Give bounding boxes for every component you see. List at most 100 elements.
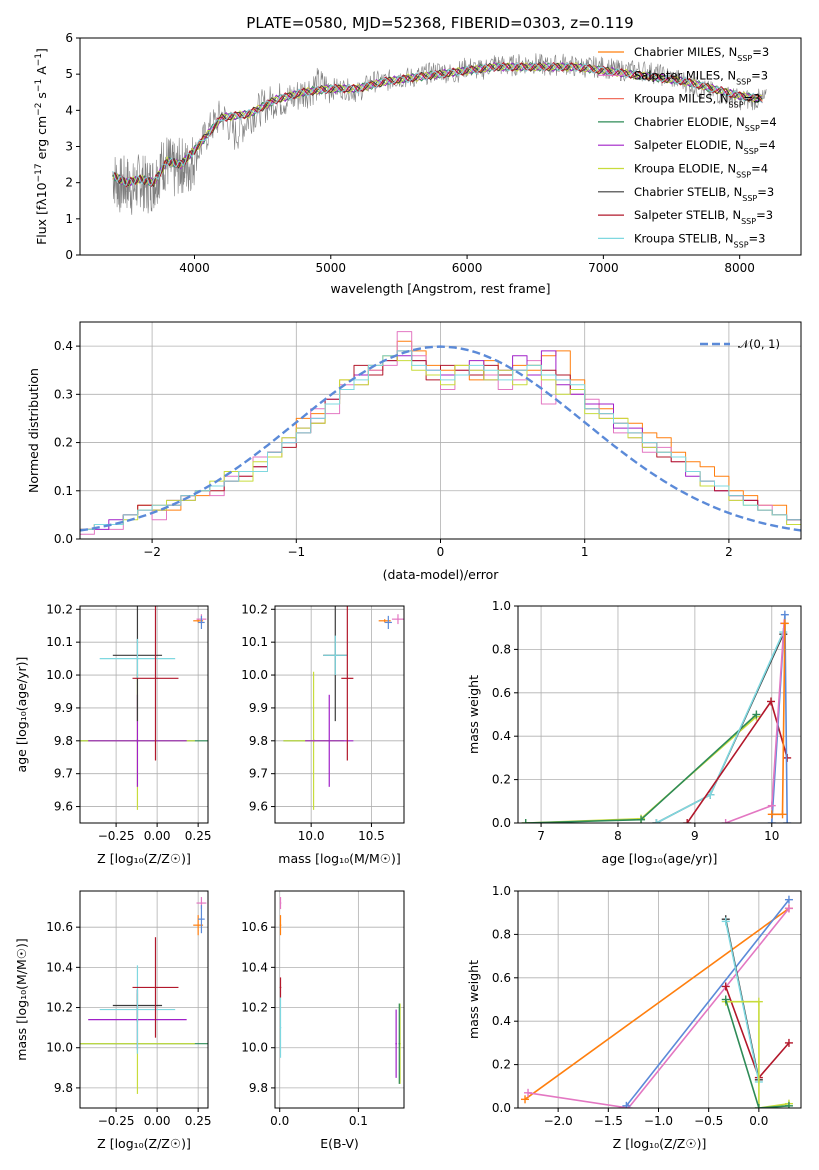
legend-label: Salpeter MILES, NSSP=3 — [634, 68, 768, 86]
mass-vs-Z-panel: −0.25 0.00 0.25 9.8 10.0 10.2 10.4 10.6 Z [log₁₀… — [14, 890, 212, 1151]
x-tick-label: 6000 — [452, 261, 483, 275]
x-tick-label: 5000 — [316, 261, 347, 275]
age-vs-Z-panel: −0.25 0.00 0.25 9.6 9.7 9.8 9.9 10.0 10.1 10.2 Z [… — [14, 602, 212, 866]
x-tick-label: −2 — [143, 545, 161, 559]
gaussian-curve — [80, 345, 801, 532]
y-tick-label: 10.2 — [46, 602, 73, 616]
model-spectrum-line — [112, 62, 763, 186]
weight-line — [625, 899, 790, 1107]
y-tick-label: 4 — [65, 103, 73, 117]
histogram-step-line — [80, 350, 801, 530]
y-tick-label: 1 — [65, 212, 73, 226]
y-axis-label: mass weight — [466, 675, 481, 754]
axes-frame — [517, 890, 802, 1109]
age-vs-mass-panel: 10.0 10.5 9.6 9.7 9.8 9.9 10.0 10.1 10.2 mass [lo… — [241, 602, 405, 866]
model-spectrum-line — [112, 62, 763, 186]
x-tick-label: 0.0 — [749, 1114, 768, 1128]
x-tick-label: 4000 — [179, 261, 210, 275]
model-spectrum-line — [112, 62, 763, 188]
x-tick-label: 0 — [437, 545, 445, 559]
mass-weight-vs-age-panel: 7 8 9 10 0.0 0.2 0.4 0.6 0.8 1.0 age [log₁₀(age/yr… — [466, 599, 802, 866]
y-tick-label: 10.0 — [241, 668, 268, 682]
y-tick-label: 9.8 — [54, 1081, 73, 1095]
x-tick-label: 2 — [725, 545, 733, 559]
y-tick-label: 0.0 — [492, 816, 511, 830]
x-axis-label: (data-model)/error — [383, 567, 500, 582]
y-tick-label: 0.2 — [492, 1058, 511, 1072]
y-axis-label: mass weight — [466, 960, 481, 1039]
plot-area — [283, 606, 404, 810]
y-tick-label: 9.8 — [249, 1081, 268, 1095]
axes-frame — [79, 605, 209, 824]
y-tick-label: 9.8 — [249, 734, 268, 748]
weight-line — [524, 907, 790, 1100]
y-tick-label: 10.4 — [241, 960, 268, 974]
y-tick-label: 10.6 — [241, 920, 268, 934]
x-tick-label: 10.5 — [358, 829, 385, 843]
x-axis-label: wavelength [Angstrom, rest frame] — [330, 281, 550, 296]
plot-area — [279, 897, 401, 1084]
axes-frame — [274, 605, 405, 824]
y-tick-label: 2 — [65, 176, 73, 190]
y-tick-label: 9.7 — [249, 767, 268, 781]
weight-line — [656, 633, 785, 823]
y-tick-label: 10.2 — [241, 602, 268, 616]
y-tick-label: 0.6 — [492, 971, 511, 985]
y-tick-label: 9.9 — [54, 701, 73, 715]
y-tick-label: 10.1 — [241, 635, 268, 649]
y-axis-label: Flux [fλ10−17 erg cm−2 s−1 A−1] — [34, 48, 49, 245]
x-axis-label: Z [log₁₀(Z/Z☉)] — [613, 1136, 707, 1151]
x-tick-label: 10.0 — [298, 829, 325, 843]
y-tick-label: 0.2 — [54, 436, 73, 450]
spectrum-panel: 4000 5000 6000 7000 8000 0 1 2 3 4 5 6 wavelength [A… — [34, 31, 802, 296]
x-axis-label: E(B-V) — [320, 1136, 359, 1151]
y-tick-label: 1.0 — [492, 884, 511, 898]
legend-label: Chabrier STELIB, NSSP=3 — [634, 185, 774, 203]
x-tick-label: 0.25 — [185, 1114, 212, 1128]
y-tick-label: 0.4 — [54, 339, 73, 353]
mass-vs-ebv-panel: 0.0 0.1 9.8 10.0 10.2 10.4 10.6 E(B-V) — [241, 890, 405, 1151]
y-tick-label: 10.0 — [46, 1041, 73, 1055]
y-tick-label: 0.6 — [492, 686, 511, 700]
model-spectrum-line — [112, 62, 763, 187]
figure-title: PLATE=0580, MJD=52368, FIBERID=0303, z=0… — [246, 14, 633, 32]
x-tick-label: 0.1 — [349, 1114, 368, 1128]
y-tick-label: 10.2 — [241, 1001, 268, 1015]
y-tick-label: 0.1 — [54, 484, 73, 498]
y-axis-label: Normed distribution — [26, 368, 41, 493]
y-tick-label: 10.1 — [46, 635, 73, 649]
weight-line — [724, 999, 790, 1108]
plot-area — [80, 331, 801, 535]
x-tick-label: 10 — [764, 829, 779, 843]
x-tick-label: −0.25 — [98, 1114, 135, 1128]
y-tick-label: 6 — [65, 31, 73, 45]
x-tick-label: 1 — [581, 545, 589, 559]
y-tick-label: 0.0 — [492, 1101, 511, 1115]
legend-label: Salpeter ELODIE, NSSP=4 — [634, 138, 776, 156]
y-tick-label: 10.0 — [46, 668, 73, 682]
legend-label: Salpeter STELIB, NSSP=3 — [634, 208, 773, 226]
y-tick-label: 10.6 — [46, 920, 73, 934]
y-tick-label: 3 — [65, 140, 73, 154]
plot-area — [80, 897, 208, 1094]
y-tick-label: 0.4 — [492, 1014, 511, 1028]
y-axis-label: age [log₁₀(age/yr)] — [14, 657, 29, 773]
x-axis-label: mass [log₁₀(M/M☉)] — [278, 851, 400, 866]
axes-frame — [79, 890, 209, 1109]
y-tick-label: 9.7 — [54, 767, 73, 781]
x-tick-label: 0.00 — [144, 1114, 171, 1128]
x-tick-label: −1.0 — [644, 1114, 673, 1128]
y-tick-label: 5 — [65, 67, 73, 81]
x-tick-label: 0.00 — [144, 829, 171, 843]
y-tick-label: 0.2 — [492, 773, 511, 787]
y-tick-label: 9.6 — [249, 800, 268, 814]
x-tick-label: 9 — [691, 829, 699, 843]
y-tick-label: 0.8 — [492, 642, 511, 656]
weight-line — [527, 907, 790, 1108]
plot-area — [521, 895, 793, 1108]
y-tick-label: 1.0 — [492, 599, 511, 613]
weight-line — [725, 1000, 790, 1108]
x-tick-label: −2.0 — [544, 1114, 573, 1128]
y-axis-label: mass [log₁₀(M/M☉)] — [14, 938, 29, 1060]
